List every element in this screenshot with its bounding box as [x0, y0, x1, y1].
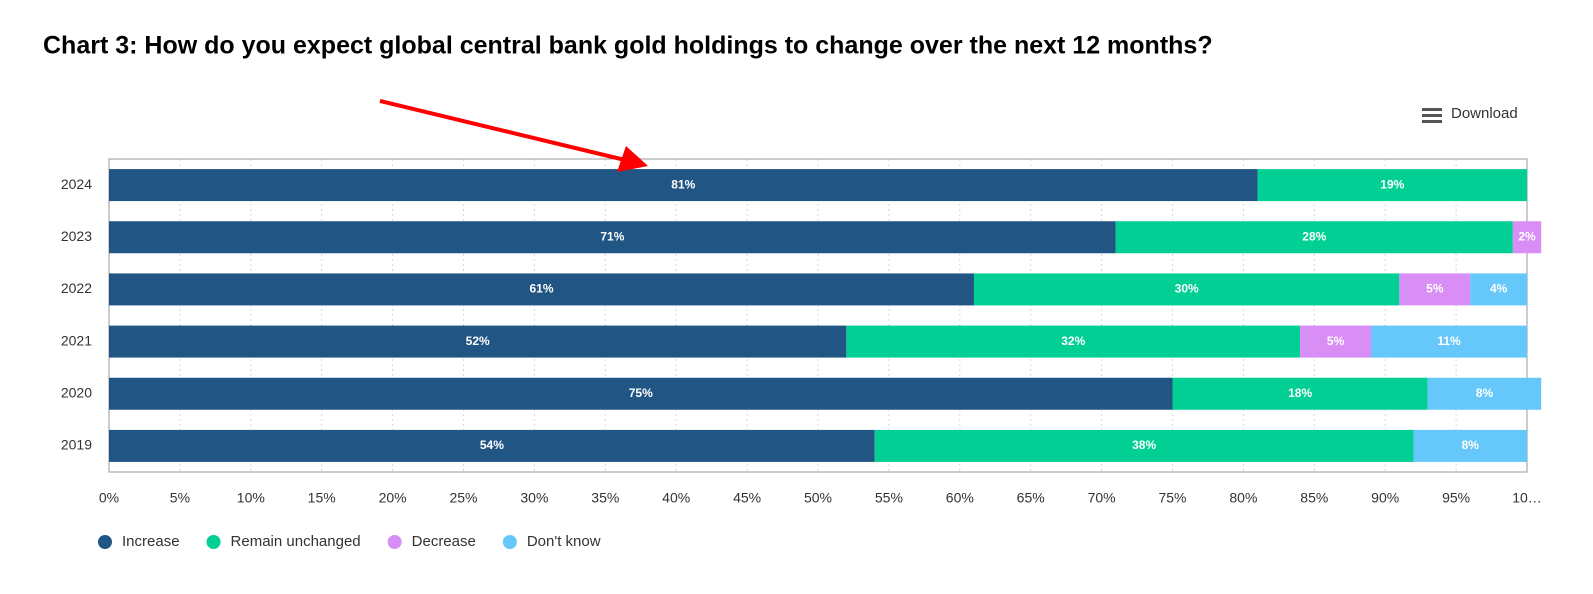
bar-segment: [109, 221, 1116, 254]
data-label: 8%: [1462, 438, 1480, 452]
x-tick-label: 0%: [99, 490, 119, 506]
plot-area: 81% 19% 71% 28% 2% 61% 30% 5% 4% 52% 32% 5% 11% 75% 18…: [108, 158, 1542, 473]
bar-segment: [973, 273, 1400, 306]
data-label: 18%: [1288, 386, 1312, 400]
arrow-head: [617, 146, 648, 172]
bar-segment: [1427, 377, 1542, 410]
bar-segment: [1172, 377, 1428, 410]
x-tick-label: 95%: [1442, 490, 1470, 506]
bar-segment: [109, 429, 875, 462]
bar-segment: [1371, 325, 1527, 358]
x-tick-label: 55%: [875, 490, 903, 506]
bar-segment: [109, 325, 847, 358]
bar-segment: [109, 273, 974, 306]
x-tick-label: 90%: [1371, 490, 1399, 506]
x-tick-label: 40%: [662, 490, 690, 506]
legend-marker: [387, 535, 402, 549]
y-tick-label: 2020: [61, 384, 92, 400]
x-tick-label: 10%: [237, 490, 265, 506]
x-tick-label: 80%: [1229, 490, 1257, 506]
legend-label: Increase: [122, 533, 180, 550]
x-tick-label: 60%: [946, 490, 974, 506]
x-tick-label: 5%: [170, 490, 190, 506]
data-label: 81%: [671, 177, 695, 191]
x-tick-label: 85%: [1300, 490, 1328, 506]
data-label: 75%: [629, 386, 653, 400]
x-tick-label: 35%: [591, 490, 619, 506]
x-tick-label: 50%: [804, 490, 832, 506]
data-label: 71%: [600, 229, 624, 243]
bar-segment: [1512, 221, 1542, 254]
legend-marker: [502, 535, 517, 549]
chart-title: Chart 3: How do you expect global centra…: [43, 32, 1213, 60]
x-tick-label: 20%: [379, 490, 407, 506]
x-tick-label: 15%: [308, 490, 336, 506]
data-label: 11%: [1437, 334, 1461, 348]
x-tick-label: 65%: [1017, 490, 1045, 506]
bar-segment: [874, 429, 1414, 462]
legend-label: Don't know: [527, 533, 601, 550]
x-tick-label: 75%: [1158, 490, 1186, 506]
bar-segment: [1399, 273, 1471, 306]
data-label: 19%: [1380, 177, 1404, 191]
data-label: 38%: [1132, 438, 1156, 452]
bar-segment: [109, 377, 1173, 410]
download-label[interactable]: Download: [1451, 105, 1518, 122]
bar-segment: [846, 325, 1301, 358]
legend-marker: [206, 535, 221, 549]
data-label: 4%: [1490, 282, 1508, 296]
data-label: 52%: [466, 334, 490, 348]
bar-segment: [1470, 273, 1527, 306]
x-tick-label: 10…: [1512, 490, 1542, 506]
data-label: 2%: [1518, 229, 1536, 243]
menu-icon: [1422, 108, 1442, 111]
data-label: 28%: [1302, 229, 1326, 243]
x-tick-label: 45%: [733, 490, 761, 506]
data-label: 54%: [480, 438, 504, 452]
bar-segment: [1257, 169, 1527, 202]
y-tick-label: 2023: [61, 228, 92, 244]
data-label: 61%: [529, 282, 553, 296]
legend-label: Remain unchanged: [231, 533, 361, 550]
legend-marker: [98, 535, 112, 549]
menu-icon: [1422, 114, 1442, 117]
y-tick-label: 2024: [61, 176, 92, 192]
y-tick-label: 2022: [61, 280, 92, 296]
bar-segment: [1413, 429, 1527, 462]
plot-border: [108, 158, 1528, 473]
arrow-shaft: [379, 99, 626, 162]
data-label: 5%: [1426, 282, 1444, 296]
x-tick-label: 70%: [1088, 490, 1116, 506]
annotation-arrow: [379, 99, 648, 172]
data-label: 30%: [1175, 282, 1199, 296]
data-label: 8%: [1476, 386, 1494, 400]
bar-segment: [1115, 221, 1513, 254]
y-tick-label: 2021: [61, 332, 92, 348]
menu-icon: [1422, 120, 1442, 123]
x-tick-label: 25%: [449, 490, 477, 506]
y-tick-label: 2019: [61, 437, 92, 453]
x-tick-label: 30%: [520, 490, 548, 506]
data-label: 32%: [1061, 334, 1085, 348]
download-button[interactable]: Download: [1422, 105, 1518, 123]
data-label: 5%: [1327, 334, 1345, 348]
bar-segment: [1300, 325, 1372, 358]
legend-label: Decrease: [412, 533, 476, 550]
bar-segment: [109, 169, 1258, 202]
